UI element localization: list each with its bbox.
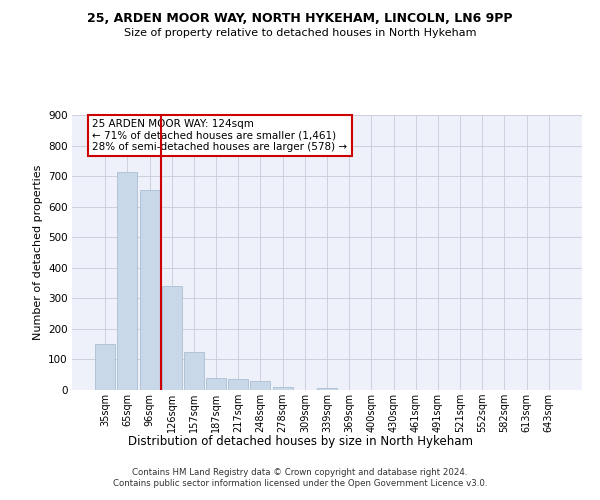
Text: 25, ARDEN MOOR WAY, NORTH HYKEHAM, LINCOLN, LN6 9PP: 25, ARDEN MOOR WAY, NORTH HYKEHAM, LINCO… — [87, 12, 513, 26]
Text: Contains HM Land Registry data © Crown copyright and database right 2024.
Contai: Contains HM Land Registry data © Crown c… — [113, 468, 487, 487]
Bar — [206, 378, 226, 390]
Bar — [140, 190, 160, 390]
Bar — [118, 172, 137, 390]
Y-axis label: Number of detached properties: Number of detached properties — [32, 165, 43, 340]
Text: Size of property relative to detached houses in North Hykeham: Size of property relative to detached ho… — [124, 28, 476, 38]
Text: Distribution of detached houses by size in North Hykeham: Distribution of detached houses by size … — [128, 435, 473, 448]
Bar — [162, 286, 182, 390]
Bar — [95, 344, 115, 390]
Bar — [250, 382, 271, 390]
Bar — [184, 352, 204, 390]
Text: 25 ARDEN MOOR WAY: 124sqm
← 71% of detached houses are smaller (1,461)
28% of se: 25 ARDEN MOOR WAY: 124sqm ← 71% of detac… — [92, 119, 347, 152]
Bar — [272, 387, 293, 390]
Bar — [228, 380, 248, 390]
Bar — [317, 388, 337, 390]
